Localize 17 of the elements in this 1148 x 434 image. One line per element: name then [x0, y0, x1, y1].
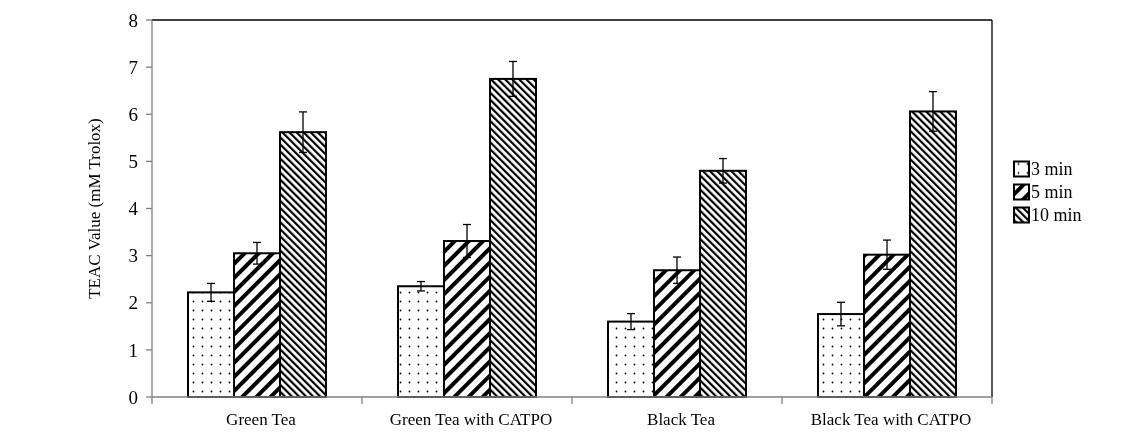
x-tick-label: Black Tea with CATPO [810, 410, 972, 429]
x-tick-label: Green Tea with CATPO [389, 410, 553, 429]
y-tick-label: 8 [128, 9, 138, 31]
y-tick-label: 3 [128, 245, 138, 267]
legend-label: 5 min [1031, 181, 1073, 202]
y-tick-label: 2 [128, 292, 138, 314]
legend-label: 10 min [1031, 204, 1082, 225]
y-tick-label: 1 [128, 339, 138, 361]
y-tick-label: 6 [128, 103, 138, 125]
y-tick-label: 0 [128, 386, 138, 408]
legend-label: 3 min [1031, 158, 1073, 179]
y-tick-label: 4 [128, 198, 139, 220]
y-axis-title: TEAC Value (mM Trolox) [85, 118, 104, 299]
x-tick-label: Green Tea [226, 410, 297, 429]
y-tick-label: 7 [128, 56, 138, 78]
x-tick-label: Black Tea [647, 410, 716, 429]
y-tick-label: 5 [128, 151, 138, 173]
